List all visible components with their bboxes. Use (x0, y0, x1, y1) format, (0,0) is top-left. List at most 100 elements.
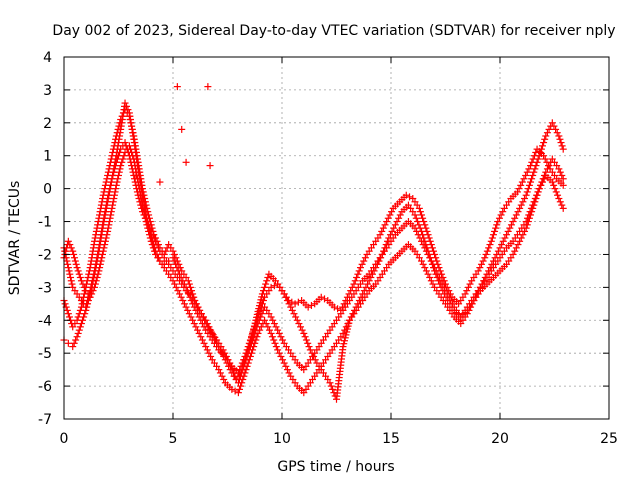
data-point (501, 234, 509, 242)
data-point (512, 211, 520, 219)
data-point (532, 195, 540, 203)
data-point (269, 316, 277, 324)
data-point (534, 155, 542, 163)
data-point (351, 277, 359, 285)
data-point (518, 178, 526, 186)
data-point (414, 218, 422, 226)
data-point (499, 237, 507, 245)
data-point (358, 260, 366, 268)
data-point (130, 155, 138, 163)
data-point (66, 241, 74, 249)
data-point (256, 326, 264, 334)
data-point (236, 366, 244, 374)
data-point (259, 297, 267, 305)
data-point (141, 211, 149, 219)
data-point (498, 241, 506, 249)
data-point (226, 366, 234, 374)
data-point (170, 250, 178, 258)
data-point (416, 208, 424, 216)
data-point (543, 129, 551, 137)
data-point (423, 244, 431, 252)
data-point (73, 264, 81, 272)
data-point (160, 260, 168, 268)
data-point (177, 273, 185, 281)
data-point (96, 260, 104, 268)
data-point (503, 231, 511, 239)
data-point (377, 254, 385, 262)
data-point (89, 287, 97, 295)
data-point (91, 237, 99, 245)
grid (64, 57, 609, 419)
data-point (527, 178, 535, 186)
data-point (86, 293, 94, 301)
data-point (440, 290, 448, 298)
data-point (185, 310, 193, 318)
data-point (357, 293, 365, 301)
data-point (290, 310, 298, 318)
data-point (80, 283, 88, 291)
data-point (355, 267, 363, 275)
data-point (421, 237, 429, 245)
data-point (559, 175, 567, 183)
data-point (241, 352, 249, 360)
data-point (156, 178, 164, 186)
data-point (287, 303, 295, 311)
y-tick-label: -3 (38, 280, 52, 296)
data-point (122, 102, 130, 110)
data-point (187, 297, 195, 305)
data-point (270, 282, 278, 290)
data-point (349, 310, 357, 318)
data-point (334, 305, 342, 313)
data-point (513, 188, 521, 196)
data-point (138, 201, 146, 209)
data-point (520, 175, 528, 183)
data-point (350, 306, 358, 314)
data-point (541, 155, 549, 163)
data-point (504, 227, 512, 235)
data-point (523, 168, 531, 176)
data-point (539, 142, 547, 150)
data-point (384, 237, 392, 245)
data-point (264, 273, 272, 281)
data-point (492, 224, 500, 232)
data-point (132, 165, 140, 173)
data-point (529, 204, 537, 212)
data-point (96, 264, 104, 272)
data-point (353, 273, 361, 281)
data-point (301, 333, 309, 341)
data-point (84, 297, 92, 305)
data-point (386, 231, 394, 239)
data-point (195, 329, 203, 337)
data-point (515, 185, 523, 193)
data-point (488, 234, 496, 242)
data-point (67, 273, 75, 281)
data-point (150, 247, 158, 255)
data-point (121, 139, 129, 147)
data-point (268, 333, 276, 341)
data-point (99, 247, 107, 255)
data-point (242, 349, 250, 357)
data-point (82, 306, 90, 314)
data-point (77, 277, 85, 285)
data-point (178, 125, 186, 133)
data-point (104, 224, 112, 232)
data-point (420, 218, 428, 226)
data-point (535, 185, 543, 193)
data-point (197, 316, 205, 324)
data-point (128, 148, 136, 156)
data-point (200, 339, 208, 347)
data-point (70, 254, 78, 262)
data-point (105, 221, 113, 229)
data-point (97, 257, 105, 265)
data-point (113, 178, 121, 186)
data-point (256, 306, 264, 314)
data-point (118, 158, 126, 166)
data-point (101, 241, 109, 249)
data-point (136, 188, 144, 196)
data-point (385, 234, 393, 242)
data-point (126, 145, 134, 153)
data-point (108, 204, 116, 212)
data-point (94, 270, 102, 278)
data-point (142, 218, 150, 226)
data-point (111, 188, 119, 196)
